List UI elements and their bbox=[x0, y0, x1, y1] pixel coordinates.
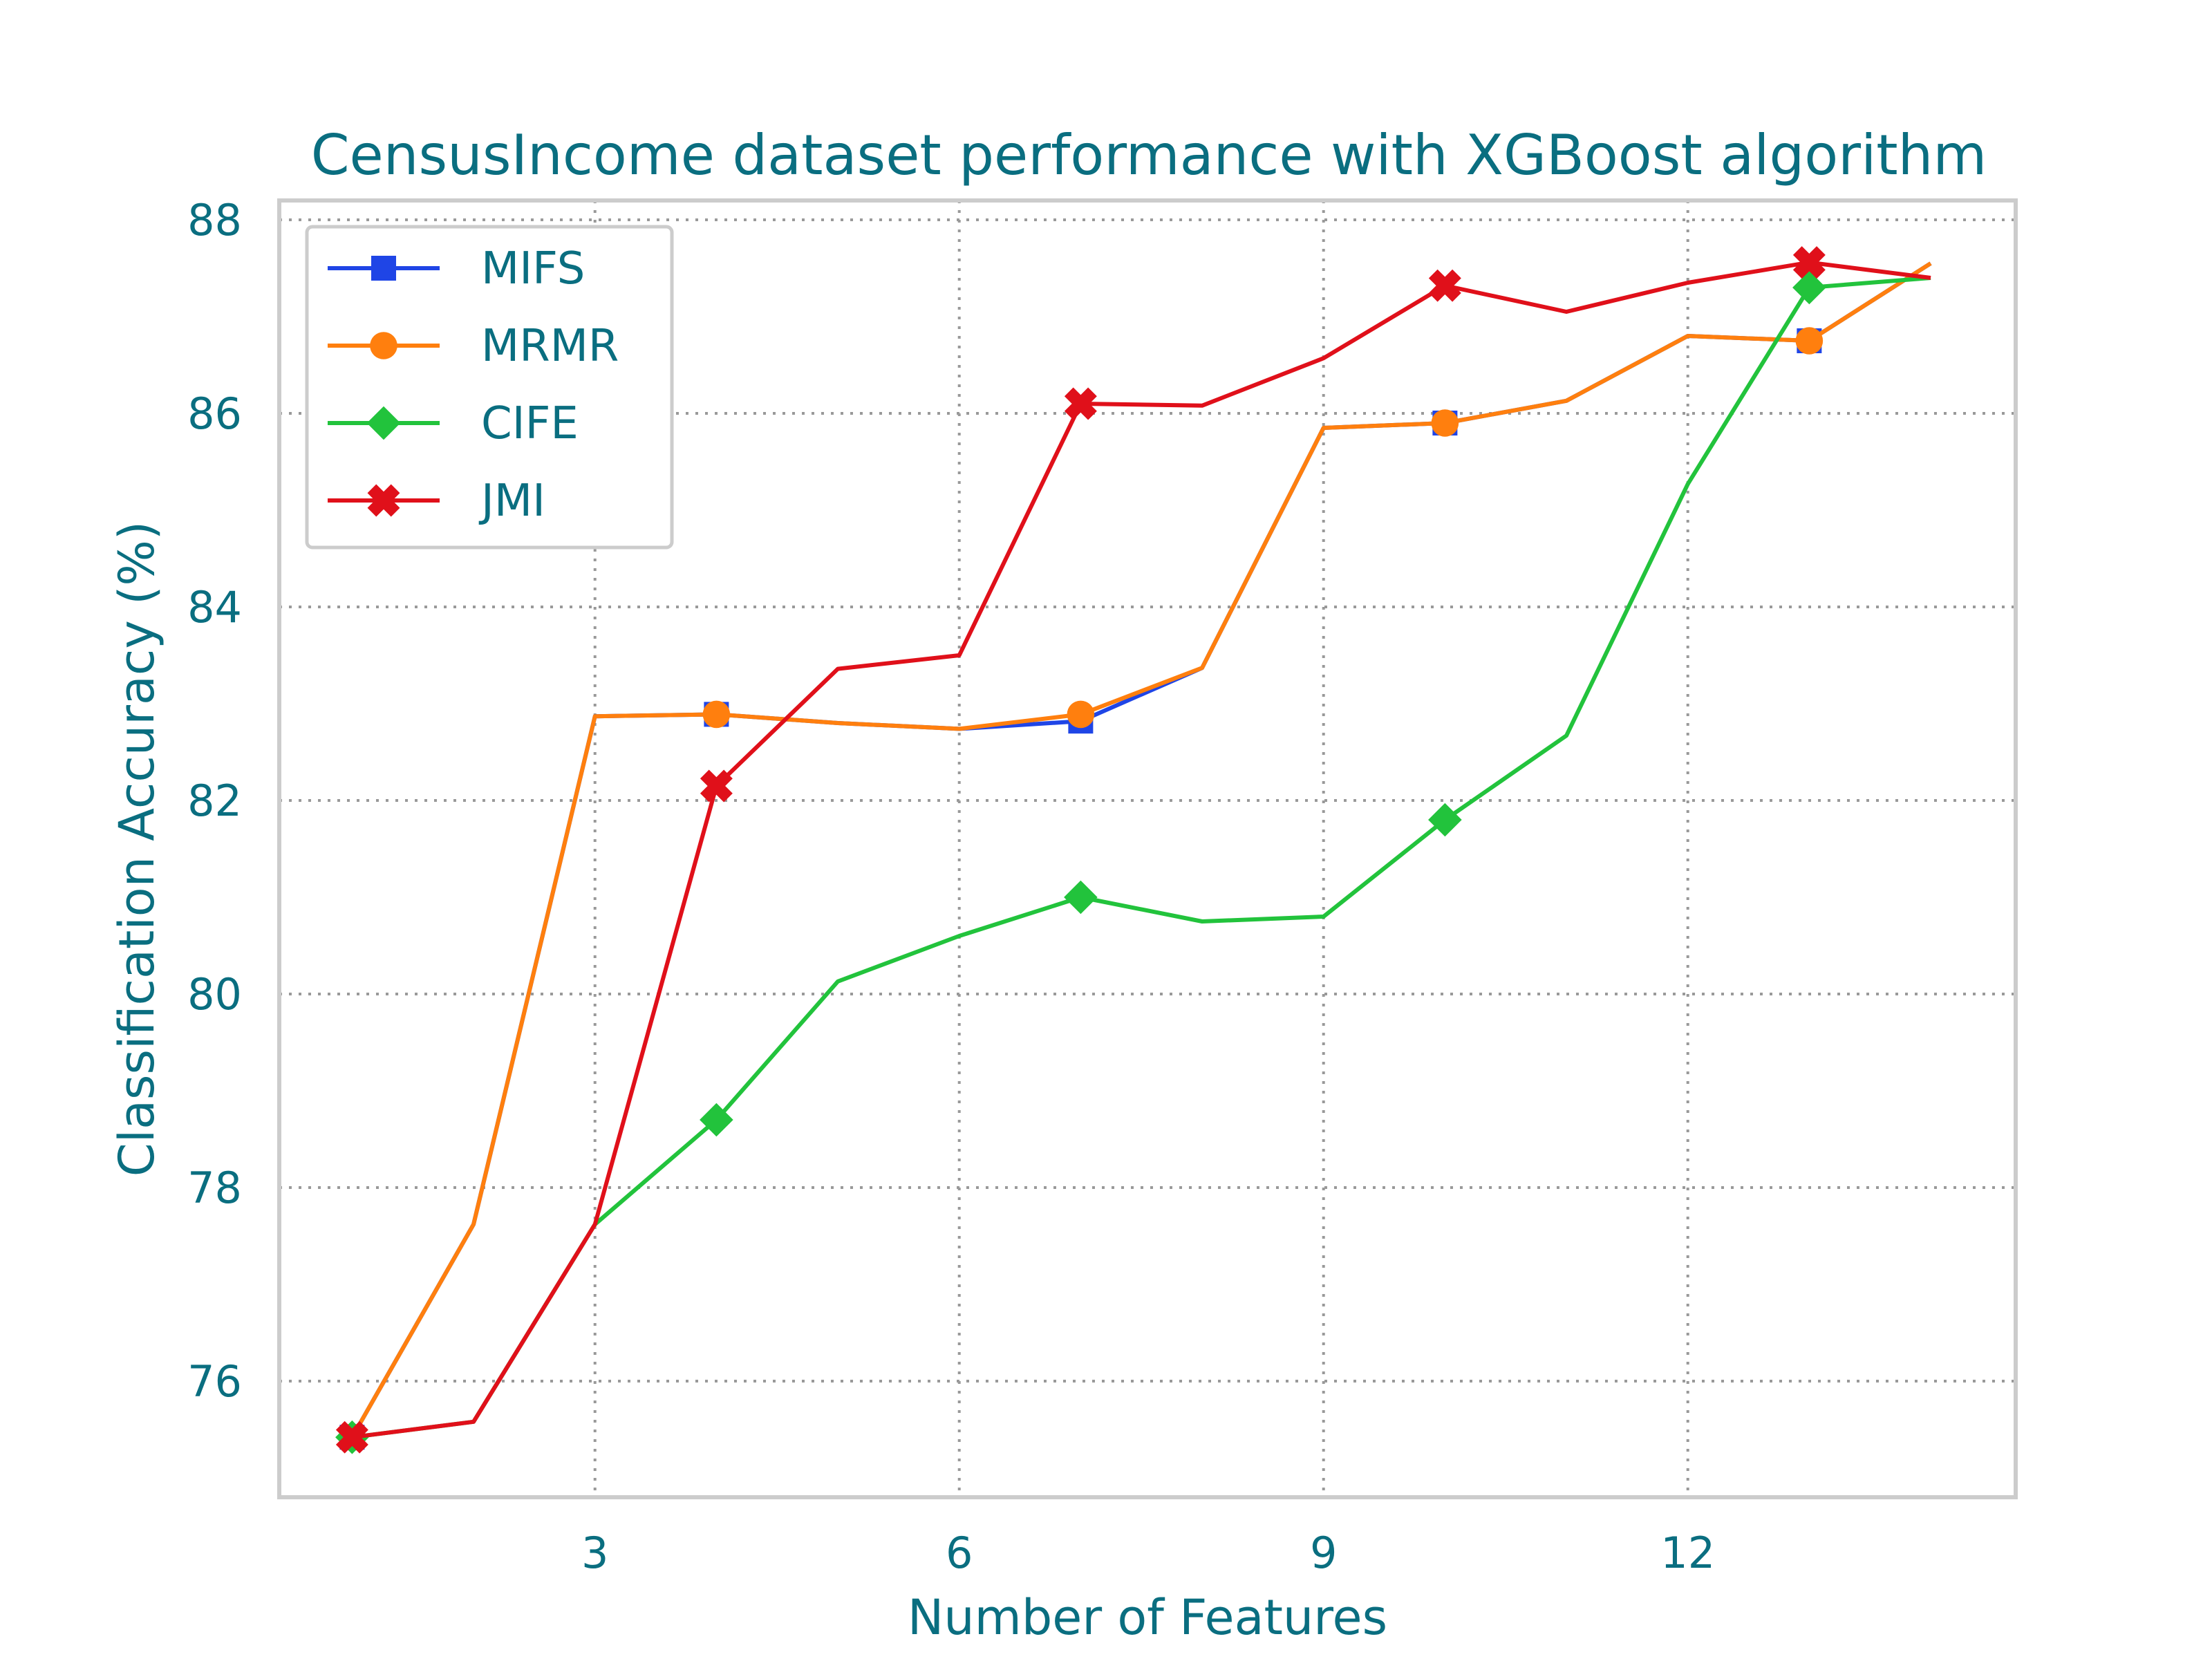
legend-marker bbox=[367, 484, 400, 517]
x-tick-label: 9 bbox=[1310, 1528, 1337, 1578]
legend-box bbox=[305, 225, 674, 550]
data-point-mrmr bbox=[1795, 327, 1824, 355]
y-tick-label: 82 bbox=[187, 776, 242, 826]
x-tick-label: 12 bbox=[1660, 1528, 1715, 1578]
y-axis-ticks: 76 78 80 82 84 86 88 bbox=[187, 195, 242, 1407]
x-tick-label: 3 bbox=[581, 1528, 608, 1578]
data-point-mrmr bbox=[1067, 700, 1095, 729]
series-line-cife bbox=[352, 276, 1931, 1440]
data-point-mrmr bbox=[702, 700, 731, 729]
legend-label: MRMR bbox=[481, 321, 619, 372]
legend-label: MIFS bbox=[481, 243, 585, 294]
data-point-cife bbox=[1792, 270, 1826, 305]
series-jmi bbox=[335, 246, 1931, 1454]
data-point-mrmr bbox=[1431, 409, 1459, 437]
legend-item-mrmr: MRMR bbox=[328, 321, 619, 372]
legend: MIFS MRMR CIFE JMI bbox=[305, 225, 674, 550]
grid bbox=[279, 200, 2016, 1497]
data-point-cife bbox=[700, 1103, 733, 1137]
x-tick-label: 6 bbox=[946, 1528, 973, 1578]
legend-marker bbox=[370, 332, 397, 359]
y-tick-label: 76 bbox=[187, 1356, 242, 1407]
chart-title: CensusIncome dataset performance with XG… bbox=[311, 123, 1987, 187]
data-point-jmi bbox=[1064, 387, 1097, 420]
legend-label: CIFE bbox=[481, 398, 579, 449]
data-point-jmi bbox=[1428, 269, 1461, 302]
series-layer bbox=[335, 246, 1932, 1454]
y-tick-label: 84 bbox=[187, 582, 242, 632]
data-point-jmi bbox=[700, 769, 733, 803]
y-tick-label: 88 bbox=[187, 195, 242, 245]
legend-label: JMI bbox=[478, 476, 545, 527]
series-cife bbox=[335, 270, 1931, 1454]
data-point-jmi bbox=[335, 1421, 368, 1454]
legend-marker bbox=[366, 406, 401, 440]
data-point-cife bbox=[1428, 803, 1462, 837]
data-point-cife bbox=[1064, 880, 1098, 915]
plot-frame bbox=[277, 198, 2018, 1499]
legend-item-mifs: MIFS bbox=[328, 243, 585, 294]
series-line-jmi bbox=[352, 260, 1931, 1440]
x-axis-ticks: 3 6 9 12 bbox=[581, 1528, 1715, 1578]
series-line-mrmr bbox=[350, 261, 1932, 1438]
y-axis-label: Classification Accuracy (%) bbox=[109, 521, 165, 1177]
legend-item-jmi: JMI bbox=[328, 476, 545, 527]
legend-marker bbox=[371, 256, 396, 281]
y-tick-label: 78 bbox=[187, 1163, 242, 1213]
y-tick-label: 80 bbox=[187, 969, 242, 1020]
legend-item-cife: CIFE bbox=[328, 398, 579, 449]
y-tick-label: 86 bbox=[187, 388, 242, 439]
x-axis-label: Number of Features bbox=[908, 1589, 1387, 1646]
data-point-jmi bbox=[1792, 246, 1826, 279]
